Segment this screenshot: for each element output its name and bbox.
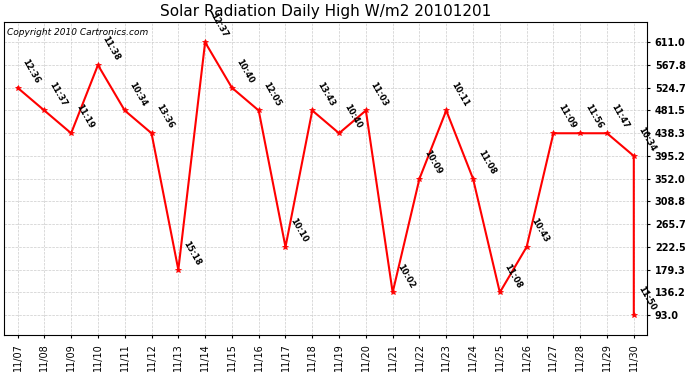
Text: 10:40: 10:40 — [342, 103, 363, 130]
Text: 10:02: 10:02 — [395, 262, 417, 290]
Text: 10:09: 10:09 — [422, 148, 443, 176]
Text: 10:34: 10:34 — [128, 80, 148, 108]
Title: Solar Radiation Daily High W/m2 20101201: Solar Radiation Daily High W/m2 20101201 — [160, 4, 491, 19]
Text: 11:50: 11:50 — [637, 285, 658, 312]
Text: 12:37: 12:37 — [208, 12, 229, 39]
Text: 13:43: 13:43 — [315, 80, 336, 108]
Text: 13:36: 13:36 — [155, 103, 175, 130]
Text: 11:56: 11:56 — [583, 103, 604, 130]
Text: 11:19: 11:19 — [74, 103, 95, 130]
Text: 10:40: 10:40 — [235, 57, 256, 85]
Text: 12:05: 12:05 — [262, 80, 283, 108]
Text: 11:08: 11:08 — [476, 148, 497, 176]
Text: 10:34: 10:34 — [637, 126, 658, 153]
Text: 11:09: 11:09 — [556, 103, 578, 130]
Text: 11:38: 11:38 — [101, 35, 122, 62]
Text: 11:37: 11:37 — [47, 80, 68, 108]
Text: 15:18: 15:18 — [181, 239, 202, 267]
Text: 10:10: 10:10 — [288, 217, 309, 244]
Text: 11:47: 11:47 — [610, 103, 631, 130]
Text: 12:36: 12:36 — [20, 57, 41, 85]
Text: 11:03: 11:03 — [368, 80, 390, 108]
Text: 10:43: 10:43 — [529, 217, 551, 244]
Text: 11:08: 11:08 — [502, 262, 524, 290]
Text: 10:11: 10:11 — [449, 80, 470, 108]
Text: Copyright 2010 Cartronics.com: Copyright 2010 Cartronics.com — [8, 28, 148, 37]
